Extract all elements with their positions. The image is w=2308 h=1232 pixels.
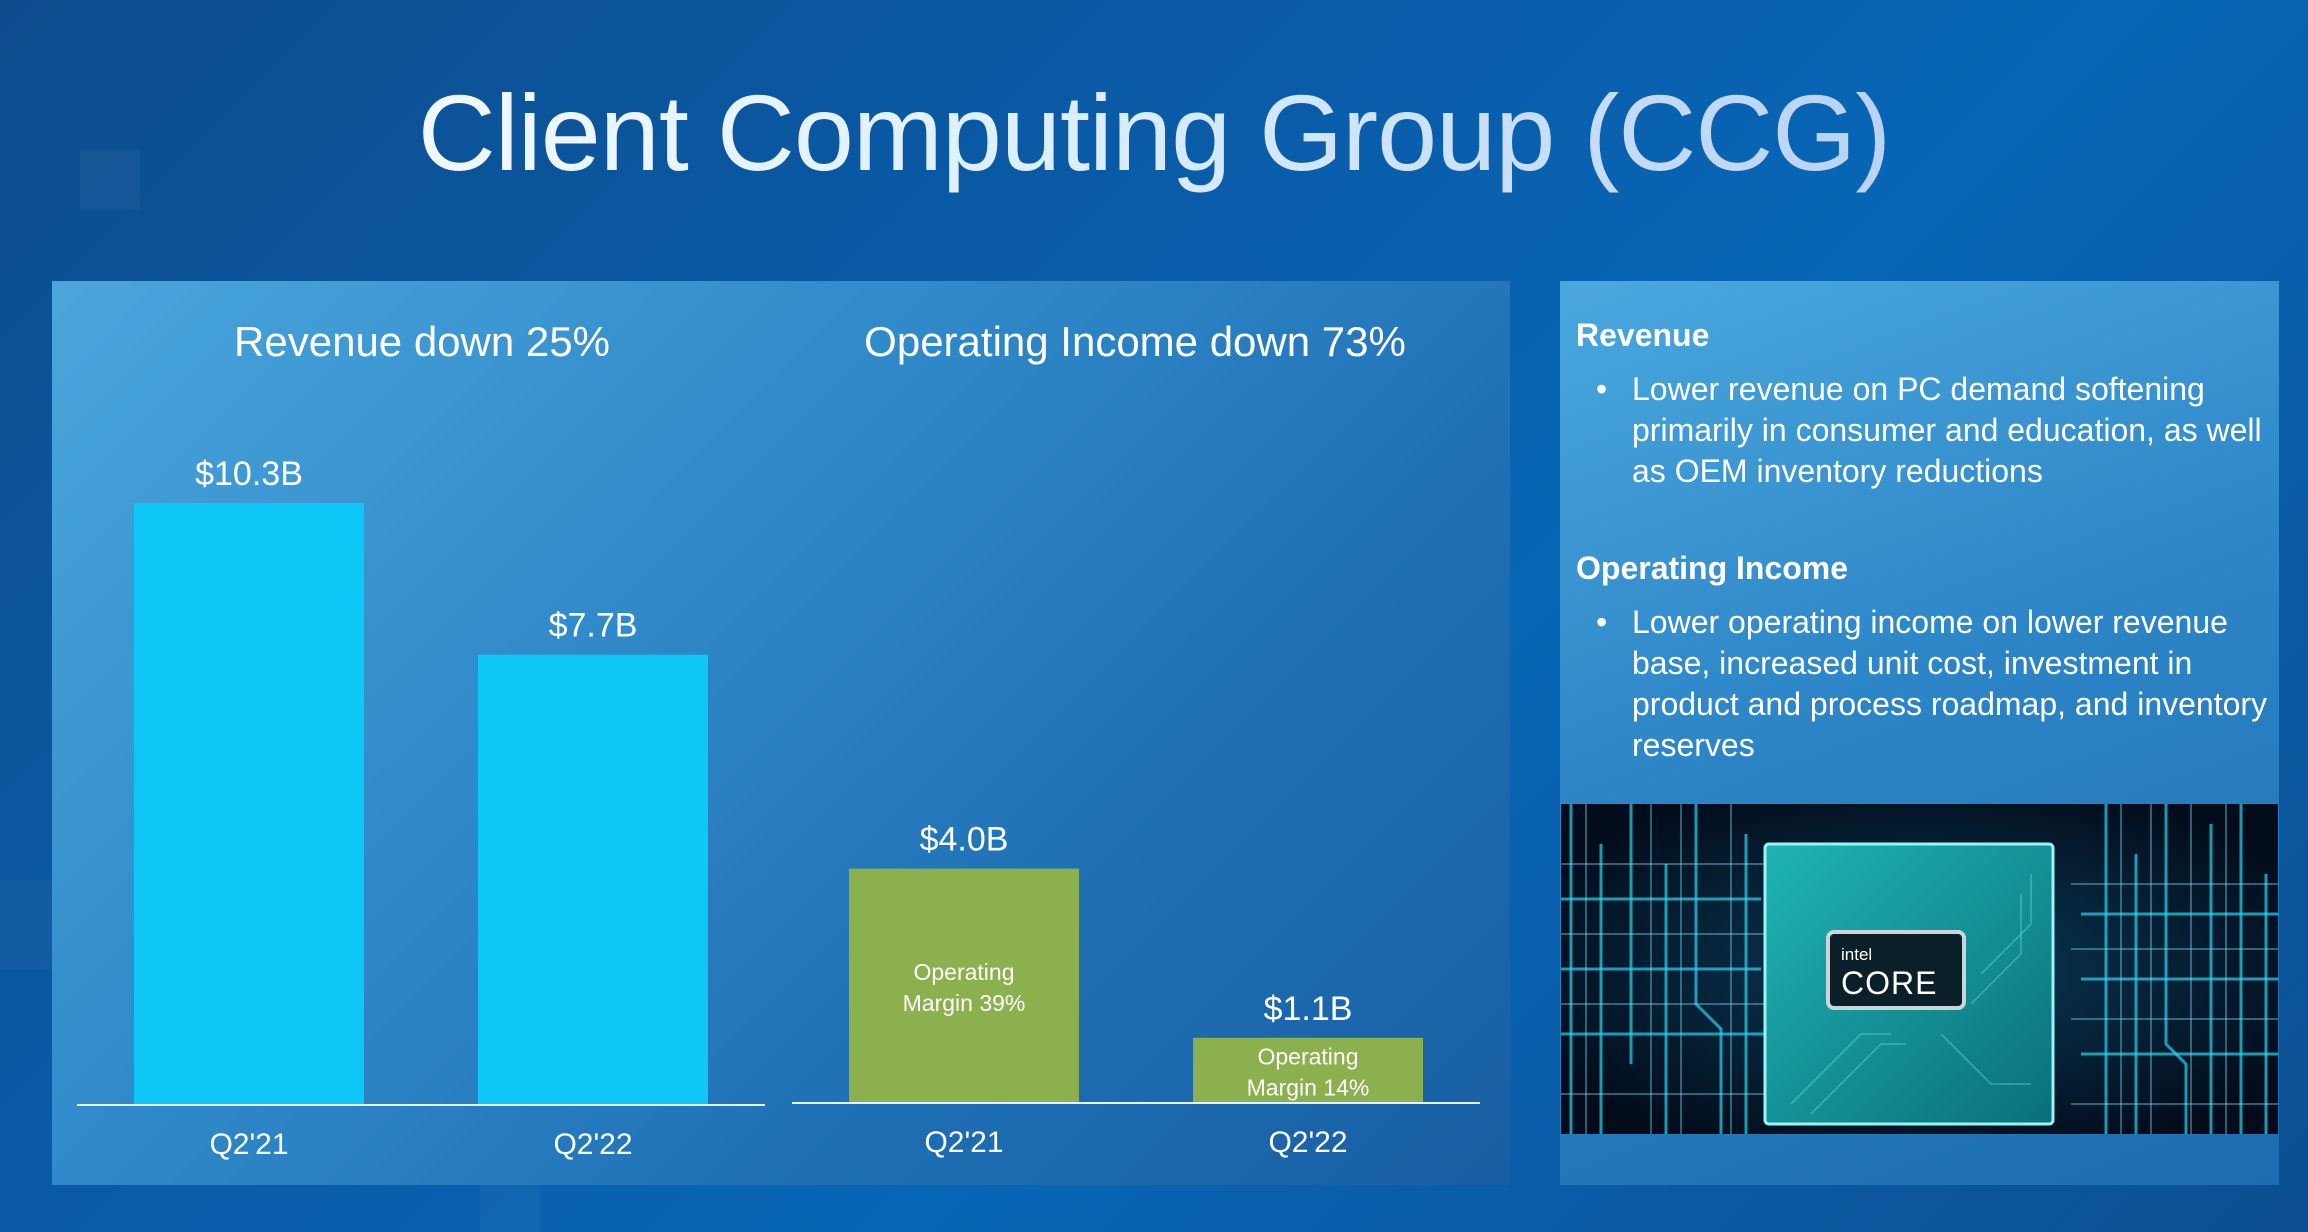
revenue-category-label: Q2'21 [209, 1128, 288, 1161]
charts-svg: Revenue down 25% $10.3B Q2'21 $7.7B Q2'22 Ope… [77, 318, 1480, 1161]
core-logo-text: CORE [1841, 965, 1937, 1001]
intel-logo-text: intel [1841, 945, 1872, 964]
revenue-chart-title: Revenue down 25% [234, 318, 610, 365]
revenue-bar [134, 503, 364, 1104]
operating-margin-label: Margin 39% [903, 990, 1026, 1016]
processor-image: intel CORE [1561, 804, 2278, 1134]
operating-income-bar [849, 868, 1079, 1102]
revenue-value-label: $10.3B [195, 455, 303, 493]
operating-income-category-label: Q2'21 [924, 1126, 1003, 1159]
operating-income-category-label: Q2'22 [1268, 1126, 1347, 1159]
operating-income-bullet-text: Lower operating income on lower revenue … [1632, 604, 2268, 763]
revenue-value-label: $7.7B [549, 607, 638, 645]
revenue-heading: Revenue [1576, 317, 1710, 353]
revenue-bullet-text: Lower revenue on PC demand softening pri… [1632, 371, 2262, 489]
operating-income-value-label: $1.1B [1264, 990, 1353, 1028]
operating-income-bullet: • Lower operating income on lower revenu… [1596, 602, 2267, 772]
revenue-category-label: Q2'22 [553, 1128, 632, 1161]
slide-title: Client Computing Group (CCG) [0, 70, 2308, 195]
operating-income-heading: Operating Income [1576, 550, 1849, 586]
operating-margin-label: Margin 14% [1247, 1074, 1370, 1100]
background-tile [480, 1185, 540, 1232]
background-tile [0, 880, 52, 970]
processor-illustration: intel CORE [1561, 804, 2278, 1134]
bullet-icon: • [1596, 371, 1608, 407]
operating-income-chart-title: Operating Income down 73% [864, 318, 1406, 365]
revenue-bullet: • Lower revenue on PC demand softening p… [1596, 369, 2262, 499]
operating-margin-label: Operating [1257, 1043, 1358, 1069]
revenue-bar [478, 654, 708, 1104]
chart-panel: Revenue down 25% $10.3B Q2'21 $7.7B Q2'22 Ope… [52, 281, 1510, 1185]
operating-income-bar [1193, 1037, 1423, 1102]
operating-income-value-label: $4.0B [920, 821, 1009, 859]
operating-margin-label: Operating [913, 959, 1014, 985]
bullet-icon: • [1596, 604, 1608, 640]
